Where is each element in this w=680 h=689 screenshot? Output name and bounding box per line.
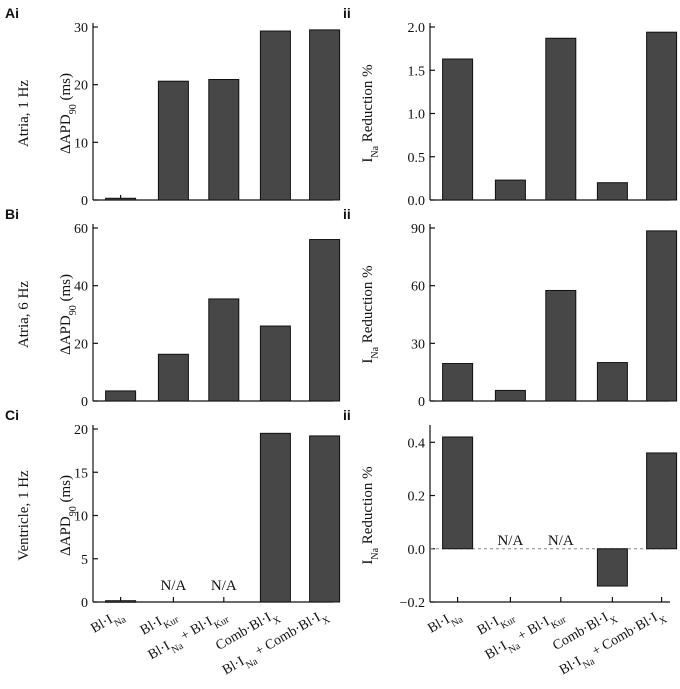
bar — [442, 436, 474, 550]
bar — [646, 230, 678, 402]
y-tick-label: 20 — [74, 423, 88, 438]
y-tick-label: 20 — [74, 79, 88, 94]
na-label: N/A — [548, 533, 574, 549]
bar — [596, 362, 628, 402]
bar — [545, 37, 577, 201]
bar — [442, 58, 474, 201]
y-tick-label: 1.0 — [408, 108, 426, 123]
x-category-label: Bl·INa + Bl·IKur — [483, 606, 569, 667]
panel-label: ii — [343, 206, 351, 222]
x-category-label: Bl·INa — [88, 606, 128, 640]
y-axis-label: INa Reduction % — [360, 265, 381, 363]
y-tick-label: 0.5 — [408, 151, 426, 166]
bar — [442, 363, 474, 402]
na-label: N/A — [211, 578, 237, 594]
bar — [157, 80, 189, 201]
y-tick-label: 0.0 — [408, 194, 426, 209]
y-tick-label: 60 — [411, 280, 425, 295]
bar — [105, 390, 137, 402]
y-tick-label: 40 — [74, 280, 88, 295]
bar — [105, 197, 137, 201]
y-axis-label: ΔAPD90 (ms) — [58, 475, 79, 556]
y-tick-label: 0 — [81, 194, 88, 209]
na-label: N/A — [497, 533, 523, 549]
panel-label: Ai — [5, 5, 19, 21]
bar — [309, 435, 341, 603]
row-label: Atria, 1 Hz — [16, 80, 32, 147]
panel-label: ii — [343, 407, 351, 423]
na-label: N/A — [160, 578, 186, 594]
y-axis-label: ΔAPD90 (ms) — [58, 73, 79, 154]
y-axis-label: INa Reduction % — [360, 64, 381, 162]
y-tick-label: 0 — [418, 395, 425, 410]
y-tick-label: 0.4 — [408, 436, 426, 451]
y-tick-label: 0 — [81, 596, 88, 611]
y-tick-label: 0.0 — [408, 543, 426, 558]
bar — [259, 30, 291, 201]
panel-cii: ii −0.2 0.0 0.2 0.4 N/A N/A INa Reduction % Bl·I… — [343, 407, 678, 678]
bar — [208, 78, 240, 201]
y-tick-label: 0 — [81, 395, 88, 410]
panel-ci: Ci 0 5 10 15 20 N/A N/A ΔAPD90 (ms) Ventricle, 1 … — [5, 407, 341, 678]
bar — [259, 325, 291, 402]
y-tick-label: 30 — [411, 337, 425, 352]
bar — [494, 389, 526, 402]
bar — [545, 289, 577, 402]
y-tick-label: 10 — [74, 136, 88, 151]
bar — [596, 548, 628, 587]
bar — [596, 182, 628, 201]
bar — [259, 432, 291, 603]
y-tick-label: 20 — [74, 337, 88, 352]
x-category-label: Bl·INa + Bl·IKur — [146, 606, 232, 667]
y-axis-label: ΔAPD90 (ms) — [58, 274, 79, 355]
y-tick-label: 2.0 — [408, 21, 426, 36]
panel-bii: ii 0 30 60 90 INa Reduction % — [343, 206, 678, 410]
y-axis-label: INa Reduction % — [360, 466, 381, 564]
y-tick-label: 60 — [74, 222, 88, 237]
panel-ai: Ai 0 10 20 30 ΔAPD90 (ms) Atria, 1 Hz — [5, 5, 341, 209]
bar — [309, 239, 341, 402]
y-tick-label: −0.2 — [400, 596, 425, 611]
panel-aii: ii 0.0 0.5 1.0 1.5 2.0 INa Reduction % — [343, 5, 678, 209]
row-label: Ventricle, 1 Hz — [16, 470, 32, 561]
x-category-label: Bl·INa — [425, 606, 465, 640]
y-tick-label: 90 — [411, 222, 425, 237]
x-category-label: Bl·IKur — [138, 606, 181, 642]
y-tick-label: 30 — [74, 21, 88, 36]
bar — [157, 353, 189, 402]
y-tick-label: 0.2 — [408, 490, 426, 505]
y-tick-label: 5 — [81, 553, 88, 568]
bar — [105, 600, 137, 603]
bar — [646, 452, 678, 550]
panel-label: Ci — [5, 407, 19, 423]
panel-label: ii — [343, 5, 351, 21]
panel-bi: Bi 0 20 40 60 ΔAPD90 (ms) Atria, 6 Hz — [5, 206, 341, 410]
panel-label: Bi — [5, 206, 19, 222]
bar — [309, 29, 341, 201]
y-tick-label: 15 — [74, 466, 88, 481]
y-tick-label: 10 — [74, 510, 88, 525]
y-tick-label: 1.5 — [408, 64, 426, 79]
bar — [646, 31, 678, 201]
bar — [208, 298, 240, 402]
row-label: Atria, 6 Hz — [16, 281, 32, 348]
x-category-label: Bl·IKur — [475, 606, 518, 642]
bar — [494, 179, 526, 201]
